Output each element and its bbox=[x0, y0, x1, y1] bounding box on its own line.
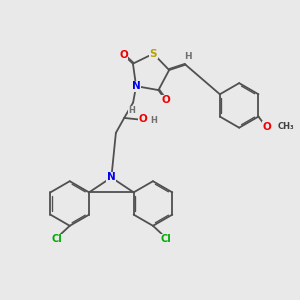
Text: Cl: Cl bbox=[160, 235, 171, 244]
Text: O: O bbox=[138, 114, 147, 124]
Text: O: O bbox=[119, 50, 128, 60]
Text: O: O bbox=[262, 122, 271, 132]
Text: Cl: Cl bbox=[52, 235, 63, 244]
Text: CH₃: CH₃ bbox=[278, 122, 294, 131]
Text: H: H bbox=[128, 106, 135, 115]
Text: S: S bbox=[150, 49, 157, 59]
Text: N: N bbox=[107, 172, 116, 182]
Text: H: H bbox=[184, 52, 192, 61]
Text: N: N bbox=[132, 81, 140, 91]
Text: H: H bbox=[150, 116, 157, 124]
Text: O: O bbox=[161, 95, 170, 106]
